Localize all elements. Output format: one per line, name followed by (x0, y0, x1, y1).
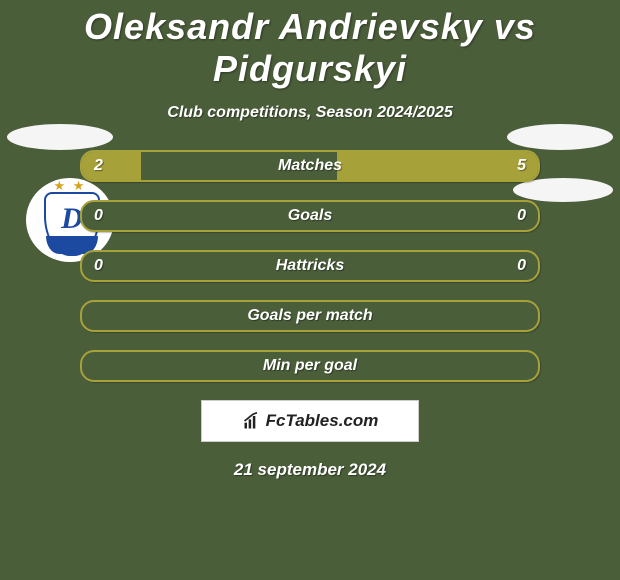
brand-box[interactable]: FcTables.com (201, 400, 419, 442)
stat-value-right: 0 (517, 202, 526, 230)
stat-label: Goals (82, 202, 538, 230)
stats-container: 2Matches50Goals00Hattricks0Goals per mat… (80, 150, 540, 382)
stat-value-right: 0 (517, 252, 526, 280)
date-text: 21 september 2024 (0, 460, 620, 480)
stat-label: Matches (82, 152, 538, 180)
chart-icon (242, 411, 262, 431)
stat-row: 0Goals0 (80, 200, 540, 232)
page-title: Oleksandr Andrievsky vs Pidgurskyi (0, 0, 620, 90)
stat-row: 2Matches5 (80, 150, 540, 182)
stat-label: Goals per match (82, 302, 538, 330)
player-right-placeholder (507, 124, 613, 150)
comparison-card: Oleksandr Andrievsky vs Pidgurskyi Club … (0, 0, 620, 580)
stat-row: 0Hattricks0 (80, 250, 540, 282)
stat-row: Goals per match (80, 300, 540, 332)
page-subtitle: Club competitions, Season 2024/2025 (0, 104, 620, 122)
player-left-placeholder (7, 124, 113, 150)
brand-text: FcTables.com (266, 411, 379, 431)
stat-row: Min per goal (80, 350, 540, 382)
stat-label: Hattricks (82, 252, 538, 280)
stat-label: Min per goal (82, 352, 538, 380)
brand-label: FcTables.com (242, 411, 379, 431)
stat-value-right: 5 (517, 152, 526, 180)
